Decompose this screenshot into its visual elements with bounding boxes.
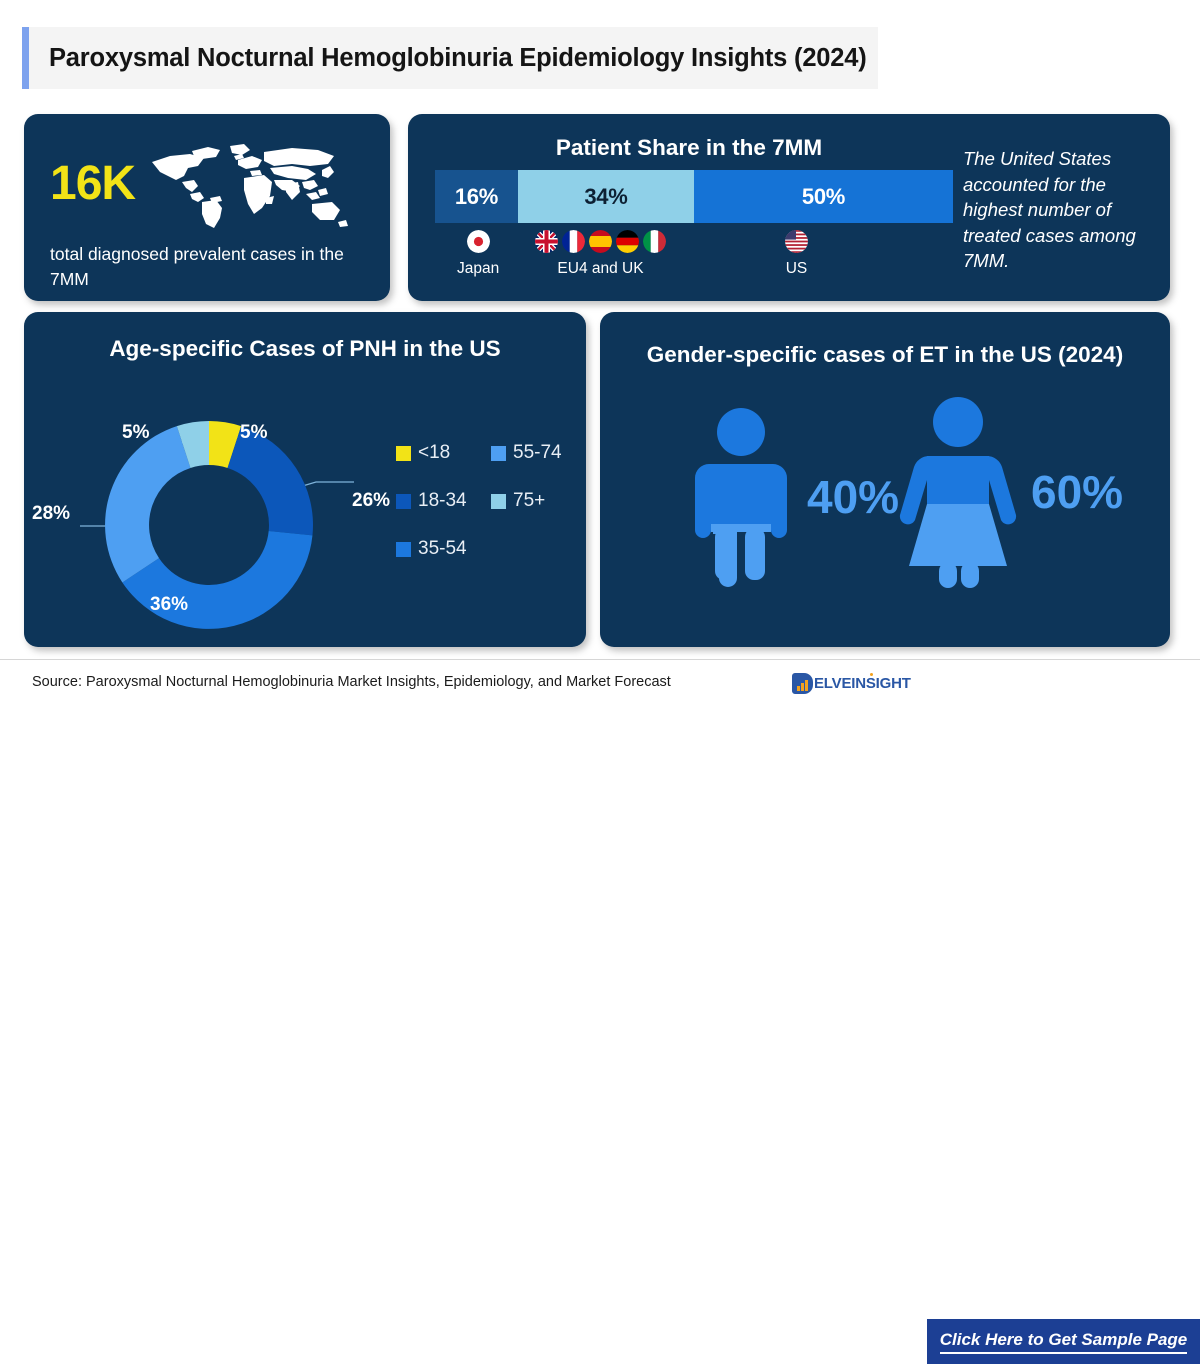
france-flag-icon [562, 230, 585, 253]
legend-row: 35-54 [396, 538, 586, 560]
world-map-icon [152, 144, 348, 228]
female-percentage: 60% [1031, 466, 1124, 518]
flag-group-japan: Japan [457, 230, 499, 278]
cta-label: Click Here to Get Sample Page [939, 1330, 1188, 1354]
legend-label-75plus: 75+ [513, 490, 546, 511]
legend-item-75plus[interactable]: 75+ [491, 490, 586, 512]
flag-label-us: US [785, 260, 808, 277]
female-figure-block: 60% [895, 394, 1123, 590]
male-percentage: 40% [807, 471, 900, 523]
age-chart-title: Age-specific Cases of PNH in the US [109, 336, 501, 361]
male-figure-block: 40% [685, 406, 899, 588]
donut-segments [105, 421, 313, 629]
legend-label-55-74: 55-74 [513, 442, 562, 463]
header-accent-bar [22, 27, 29, 89]
italy-flag-icon [643, 230, 666, 253]
donut-label-18-34: 26% [352, 490, 391, 511]
legend-item-18-34[interactable]: 18-34 [396, 490, 491, 512]
gender-specific-card: Gender-specific cases of ET in the US (2… [600, 312, 1170, 647]
total-cases-content: 16K [50, 144, 362, 289]
patient-share-note: The United States accounted for the high… [963, 148, 1136, 272]
legend-row: 18-34 75+ [396, 490, 586, 512]
donut-svg [80, 421, 354, 629]
legend-swatch-18-34 [396, 493, 411, 509]
donut-label-under18: 5% [240, 422, 268, 443]
delveinsight-logo: ELVEINSIGHT [792, 672, 911, 694]
page-footer: Source: Paroxysmal Nocturnal Hemoglobinu… [0, 659, 1200, 1364]
page-title: Paroxysmal Nocturnal Hemoglobinuria Epid… [49, 43, 867, 72]
age-donut-chart: 5% 5% 26% 36% 28% [32, 360, 394, 635]
logo-wordmark: ELVEINSIGHT [814, 674, 911, 692]
logo-d-icon [792, 672, 813, 694]
gender-chart-title: Gender-specific cases of ET in the US (2… [646, 342, 1124, 367]
total-cases-caption: total diagnosed prevalent cases in the 7… [50, 244, 344, 289]
age-chart-legend: <18 55-74 18-34 75+ 35-54 [396, 442, 586, 586]
flag-label-japan: Japan [457, 260, 500, 277]
legend-swatch-35-54 [396, 541, 411, 557]
legend-label-under18: <18 [418, 442, 451, 463]
spain-flag-icon [589, 230, 612, 253]
age-specific-card: Age-specific Cases of PNH in the US [24, 312, 586, 647]
flag-group-us: US [785, 230, 808, 278]
total-cases-value: 16K [50, 157, 136, 210]
female-figure-icon [899, 397, 1017, 588]
male-figure-icon [695, 408, 787, 587]
logo-bars-icon [797, 679, 808, 691]
source-text: Source: Paroxysmal Nocturnal Hemoglobinu… [32, 674, 671, 690]
patient-share-stacked-bar: 16% 34% 50% [435, 170, 953, 223]
patient-share-title: Patient Share in the 7MM [555, 135, 823, 160]
legend-item-55-74[interactable]: 55-74 [491, 442, 586, 464]
share-segment-japan: 16% [435, 170, 518, 223]
flag-icons-eu4uk [535, 230, 666, 253]
legend-label-35-54: 35-54 [418, 538, 467, 559]
share-flags-row: Japan [435, 230, 953, 290]
legend-item-35-54[interactable]: 35-54 [396, 538, 491, 560]
legend-swatch-55-74 [491, 445, 506, 461]
donut-label-35-54: 36% [150, 594, 189, 615]
flag-icons-japan [466, 230, 490, 253]
page-header: Paroxysmal Nocturnal Hemoglobinuria Epid… [22, 27, 878, 89]
gender-figures: 40% 60% [660, 394, 1123, 624]
japan-flag-icon [466, 230, 490, 253]
legend-item-under18[interactable]: <18 [396, 442, 491, 464]
flag-label-eu4uk: EU4 and UK [557, 260, 644, 277]
donut-label-55-74: 28% [32, 503, 71, 524]
donut-slice-75plus [176, 421, 209, 468]
donut-slice-18-34 [227, 426, 313, 536]
flag-icons-us [785, 230, 808, 253]
total-cases-card: 16K [24, 114, 390, 301]
legend-swatch-75plus [491, 493, 506, 509]
donut-slice-35-54 [122, 531, 313, 629]
get-sample-page-button[interactable]: Click Here to Get Sample Page [927, 1319, 1200, 1364]
logo-dot-icon [869, 673, 873, 676]
donut-slice-55-74 [105, 426, 191, 583]
us-flag-icon [785, 230, 808, 253]
donut-label-75plus: 5% [122, 422, 150, 443]
uk-flag-icon [535, 230, 558, 253]
donut-slice-under18 [209, 421, 242, 468]
patient-share-card: Patient Share in the 7MM 16% 34% 50% Jap… [408, 114, 1170, 301]
share-segment-eu4uk: 34% [517, 170, 694, 223]
legend-row: <18 55-74 [396, 442, 586, 464]
flag-group-eu4uk: EU4 and UK [535, 230, 666, 278]
share-segment-us: 50% [693, 170, 953, 223]
germany-flag-icon [616, 230, 639, 253]
legend-label-18-34: 18-34 [418, 490, 467, 511]
legend-swatch-under18 [396, 445, 411, 461]
